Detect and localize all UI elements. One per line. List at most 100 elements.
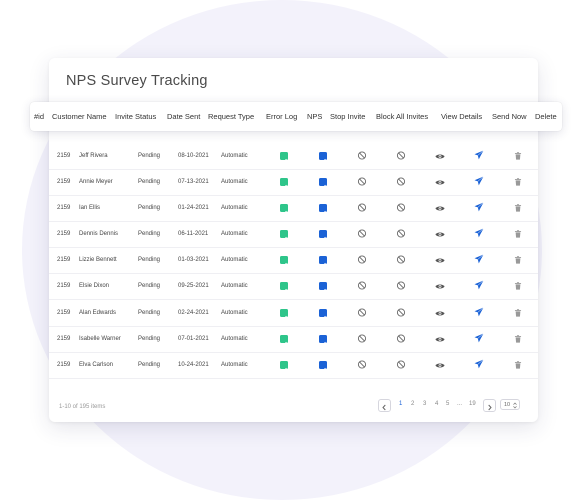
stop-invite-ban-icon[interactable] [357, 199, 367, 217]
block-all-ban-icon[interactable] [396, 225, 406, 243]
view-details-eye-icon[interactable] [435, 277, 445, 295]
error-log-check-icon[interactable] [280, 335, 288, 347]
col-header-error-log[interactable]: Error Log [266, 112, 298, 121]
stop-invite-ban-icon[interactable] [357, 330, 367, 348]
cell-id: 2159 [57, 336, 71, 342]
cell-request-type: Automatic [221, 179, 248, 185]
view-details-eye-icon[interactable] [435, 173, 445, 191]
page-title: NPS Survey Tracking [66, 73, 208, 89]
delete-trash-icon[interactable] [514, 225, 522, 243]
nps-check-icon[interactable] [319, 335, 327, 347]
send-now-icon[interactable] [474, 330, 484, 348]
cell-request-type: Automatic [221, 231, 248, 237]
stop-invite-ban-icon[interactable] [357, 277, 367, 295]
col-header-delete[interactable]: Delete [535, 112, 557, 121]
col-header-block-all[interactable]: Block All Invites [376, 112, 429, 121]
stop-invite-ban-icon[interactable] [357, 356, 367, 374]
send-now-icon[interactable] [474, 225, 484, 243]
nps-check-icon[interactable] [319, 256, 327, 268]
col-header-customer[interactable]: Customer Name [52, 112, 107, 121]
block-all-ban-icon[interactable] [396, 277, 406, 295]
col-header-nps[interactable]: NPS [307, 112, 323, 121]
block-all-ban-icon[interactable] [396, 173, 406, 191]
nps-check-icon[interactable] [319, 309, 327, 321]
col-header-stop-invite[interactable]: Stop Invite [330, 112, 366, 121]
col-header-invite-status[interactable]: Invite Status [115, 112, 157, 121]
page-2[interactable]: 2 [411, 401, 415, 407]
col-header-send-now[interactable]: Send Now [492, 112, 527, 121]
send-now-icon[interactable] [474, 251, 484, 269]
page-3[interactable]: 3 [423, 401, 427, 407]
col-header-request-type[interactable]: Request Type [208, 112, 255, 121]
error-log-check-icon[interactable] [280, 309, 288, 321]
nps-check-icon[interactable] [319, 282, 327, 294]
nps-check-icon[interactable] [319, 204, 327, 216]
delete-trash-icon[interactable] [514, 199, 522, 217]
view-details-eye-icon[interactable] [435, 147, 445, 165]
nps-check-icon[interactable] [319, 152, 327, 164]
send-now-icon[interactable] [474, 277, 484, 295]
error-log-check-icon[interactable] [280, 230, 288, 242]
block-all-ban-icon[interactable] [396, 147, 406, 165]
cell-request-type: Automatic [221, 336, 248, 342]
delete-trash-icon[interactable] [514, 251, 522, 269]
send-now-icon[interactable] [474, 173, 484, 191]
delete-trash-icon[interactable] [514, 304, 522, 322]
send-now-icon[interactable] [474, 304, 484, 322]
next-page-button[interactable] [483, 399, 496, 412]
block-all-ban-icon[interactable] [396, 304, 406, 322]
delete-trash-icon[interactable] [514, 277, 522, 295]
stop-invite-ban-icon[interactable] [357, 147, 367, 165]
view-details-eye-icon[interactable] [435, 356, 445, 374]
view-details-eye-icon[interactable] [435, 330, 445, 348]
view-details-eye-icon[interactable] [435, 251, 445, 269]
cell-id: 2159 [57, 179, 71, 185]
delete-trash-icon[interactable] [514, 173, 522, 191]
cell-date-sent: 07-01-2021 [178, 336, 209, 342]
send-now-icon[interactable] [474, 147, 484, 165]
send-now-icon[interactable] [474, 356, 484, 374]
page-5[interactable]: 5 [446, 401, 450, 407]
page-1[interactable]: 1 [399, 401, 403, 407]
col-header-view-details[interactable]: View Details [441, 112, 483, 121]
stop-invite-ban-icon[interactable] [357, 251, 367, 269]
delete-trash-icon[interactable] [514, 330, 522, 348]
cell-date-sent: 02-24-2021 [178, 310, 209, 316]
delete-trash-icon[interactable] [514, 356, 522, 374]
stop-invite-ban-icon[interactable] [357, 225, 367, 243]
cell-invite-status: Pending [138, 231, 161, 237]
nps-check-icon[interactable] [319, 361, 327, 373]
view-details-eye-icon[interactable] [435, 199, 445, 217]
prev-page-button[interactable] [378, 399, 391, 412]
nps-check-icon[interactable] [319, 230, 327, 242]
col-header-id[interactable]: #id [34, 112, 45, 121]
cell-request-type: Automatic [221, 205, 248, 211]
block-all-ban-icon[interactable] [396, 199, 406, 217]
error-log-check-icon[interactable] [280, 361, 288, 373]
chevron-left-icon [382, 404, 386, 411]
page-4[interactable]: 4 [435, 401, 439, 407]
error-log-check-icon[interactable] [280, 256, 288, 268]
block-all-ban-icon[interactable] [396, 251, 406, 269]
error-log-check-icon[interactable] [280, 178, 288, 190]
block-all-ban-icon[interactable] [396, 330, 406, 348]
stop-invite-ban-icon[interactable] [357, 304, 367, 322]
error-log-check-icon[interactable] [280, 204, 288, 216]
cell-invite-status: Pending [138, 310, 161, 316]
per-page-select[interactable]: 10 [500, 399, 520, 410]
stop-invite-ban-icon[interactable] [357, 173, 367, 191]
page-19[interactable]: 19 [469, 401, 476, 407]
error-log-check-icon[interactable] [280, 152, 288, 164]
error-log-check-icon[interactable] [280, 282, 288, 294]
view-details-eye-icon[interactable] [435, 304, 445, 322]
block-all-ban-icon[interactable] [396, 356, 406, 374]
cell-invite-status: Pending [138, 283, 161, 289]
delete-trash-icon[interactable] [514, 147, 522, 165]
cell-request-type: Automatic [221, 257, 248, 263]
send-now-icon[interactable] [474, 199, 484, 217]
cell-invite-status: Pending [138, 179, 161, 185]
view-details-eye-icon[interactable] [435, 225, 445, 243]
cell-id: 2159 [57, 362, 71, 368]
nps-check-icon[interactable] [319, 178, 327, 190]
col-header-date-sent[interactable]: Date Sent [167, 112, 201, 121]
